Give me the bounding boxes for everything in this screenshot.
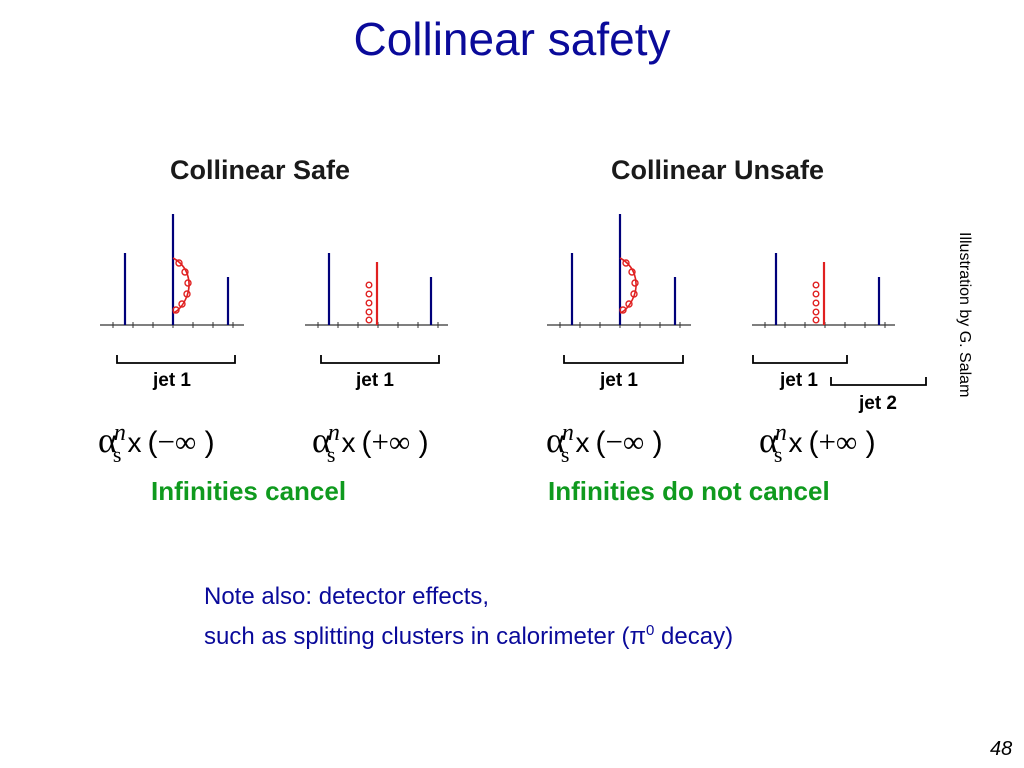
formula-real-safe: αns x (+∞ ) xyxy=(312,420,429,467)
jet-label: jet 1 xyxy=(779,370,819,391)
illustration-credit: Illustration by G. Salam xyxy=(956,232,973,398)
note-line-2: such as splitting clusters in calorimete… xyxy=(204,622,734,650)
unsafe-real-panel xyxy=(752,253,927,386)
jet-label: jet 1 xyxy=(152,370,192,391)
gluon-curls xyxy=(619,259,639,314)
collinear-gluon xyxy=(812,281,820,324)
jet2-bracket xyxy=(830,377,927,386)
virtual-gluon-loop xyxy=(619,257,637,314)
axis-ticks xyxy=(559,322,681,328)
jet-label: jet 1 xyxy=(599,370,639,391)
safe-virtual-panel xyxy=(100,214,244,364)
formula-virtual-safe: αns x (−∞ ) xyxy=(98,420,215,467)
virtual-gluon-loop xyxy=(172,257,190,314)
pi-symbol: π xyxy=(629,623,647,650)
jet-bracket xyxy=(320,355,440,364)
gluon-curls xyxy=(172,259,192,314)
jet-label: jet 1 xyxy=(355,370,395,391)
collinear-unsafe-title: Collinear Unsafe xyxy=(611,155,825,185)
collinear-safe-title: Collinear Safe xyxy=(170,155,351,185)
jet-label: jet 2 xyxy=(858,393,898,414)
jet-bracket xyxy=(116,355,236,364)
page-number: 48 xyxy=(990,738,1013,760)
safe-real-panel xyxy=(305,253,448,364)
note-line-1: Note also: detector effects, xyxy=(204,583,490,610)
formula-virtual-unsafe: αns x (−∞ ) xyxy=(546,420,663,467)
jet1-bracket xyxy=(752,355,848,364)
note-text: Note also: detector effects, such as spl… xyxy=(204,580,733,654)
jet-bracket xyxy=(563,355,684,364)
slide-title: Collinear safety xyxy=(353,13,671,65)
unsafe-result: Infinities do not cancel xyxy=(548,476,830,506)
formula-real-unsafe: αns x (+∞ ) xyxy=(759,420,876,467)
safe-result: Infinities cancel xyxy=(151,476,347,506)
unsafe-virtual-panel xyxy=(547,214,691,364)
collinear-gluon xyxy=(365,281,373,324)
axis-ticks xyxy=(317,322,439,328)
